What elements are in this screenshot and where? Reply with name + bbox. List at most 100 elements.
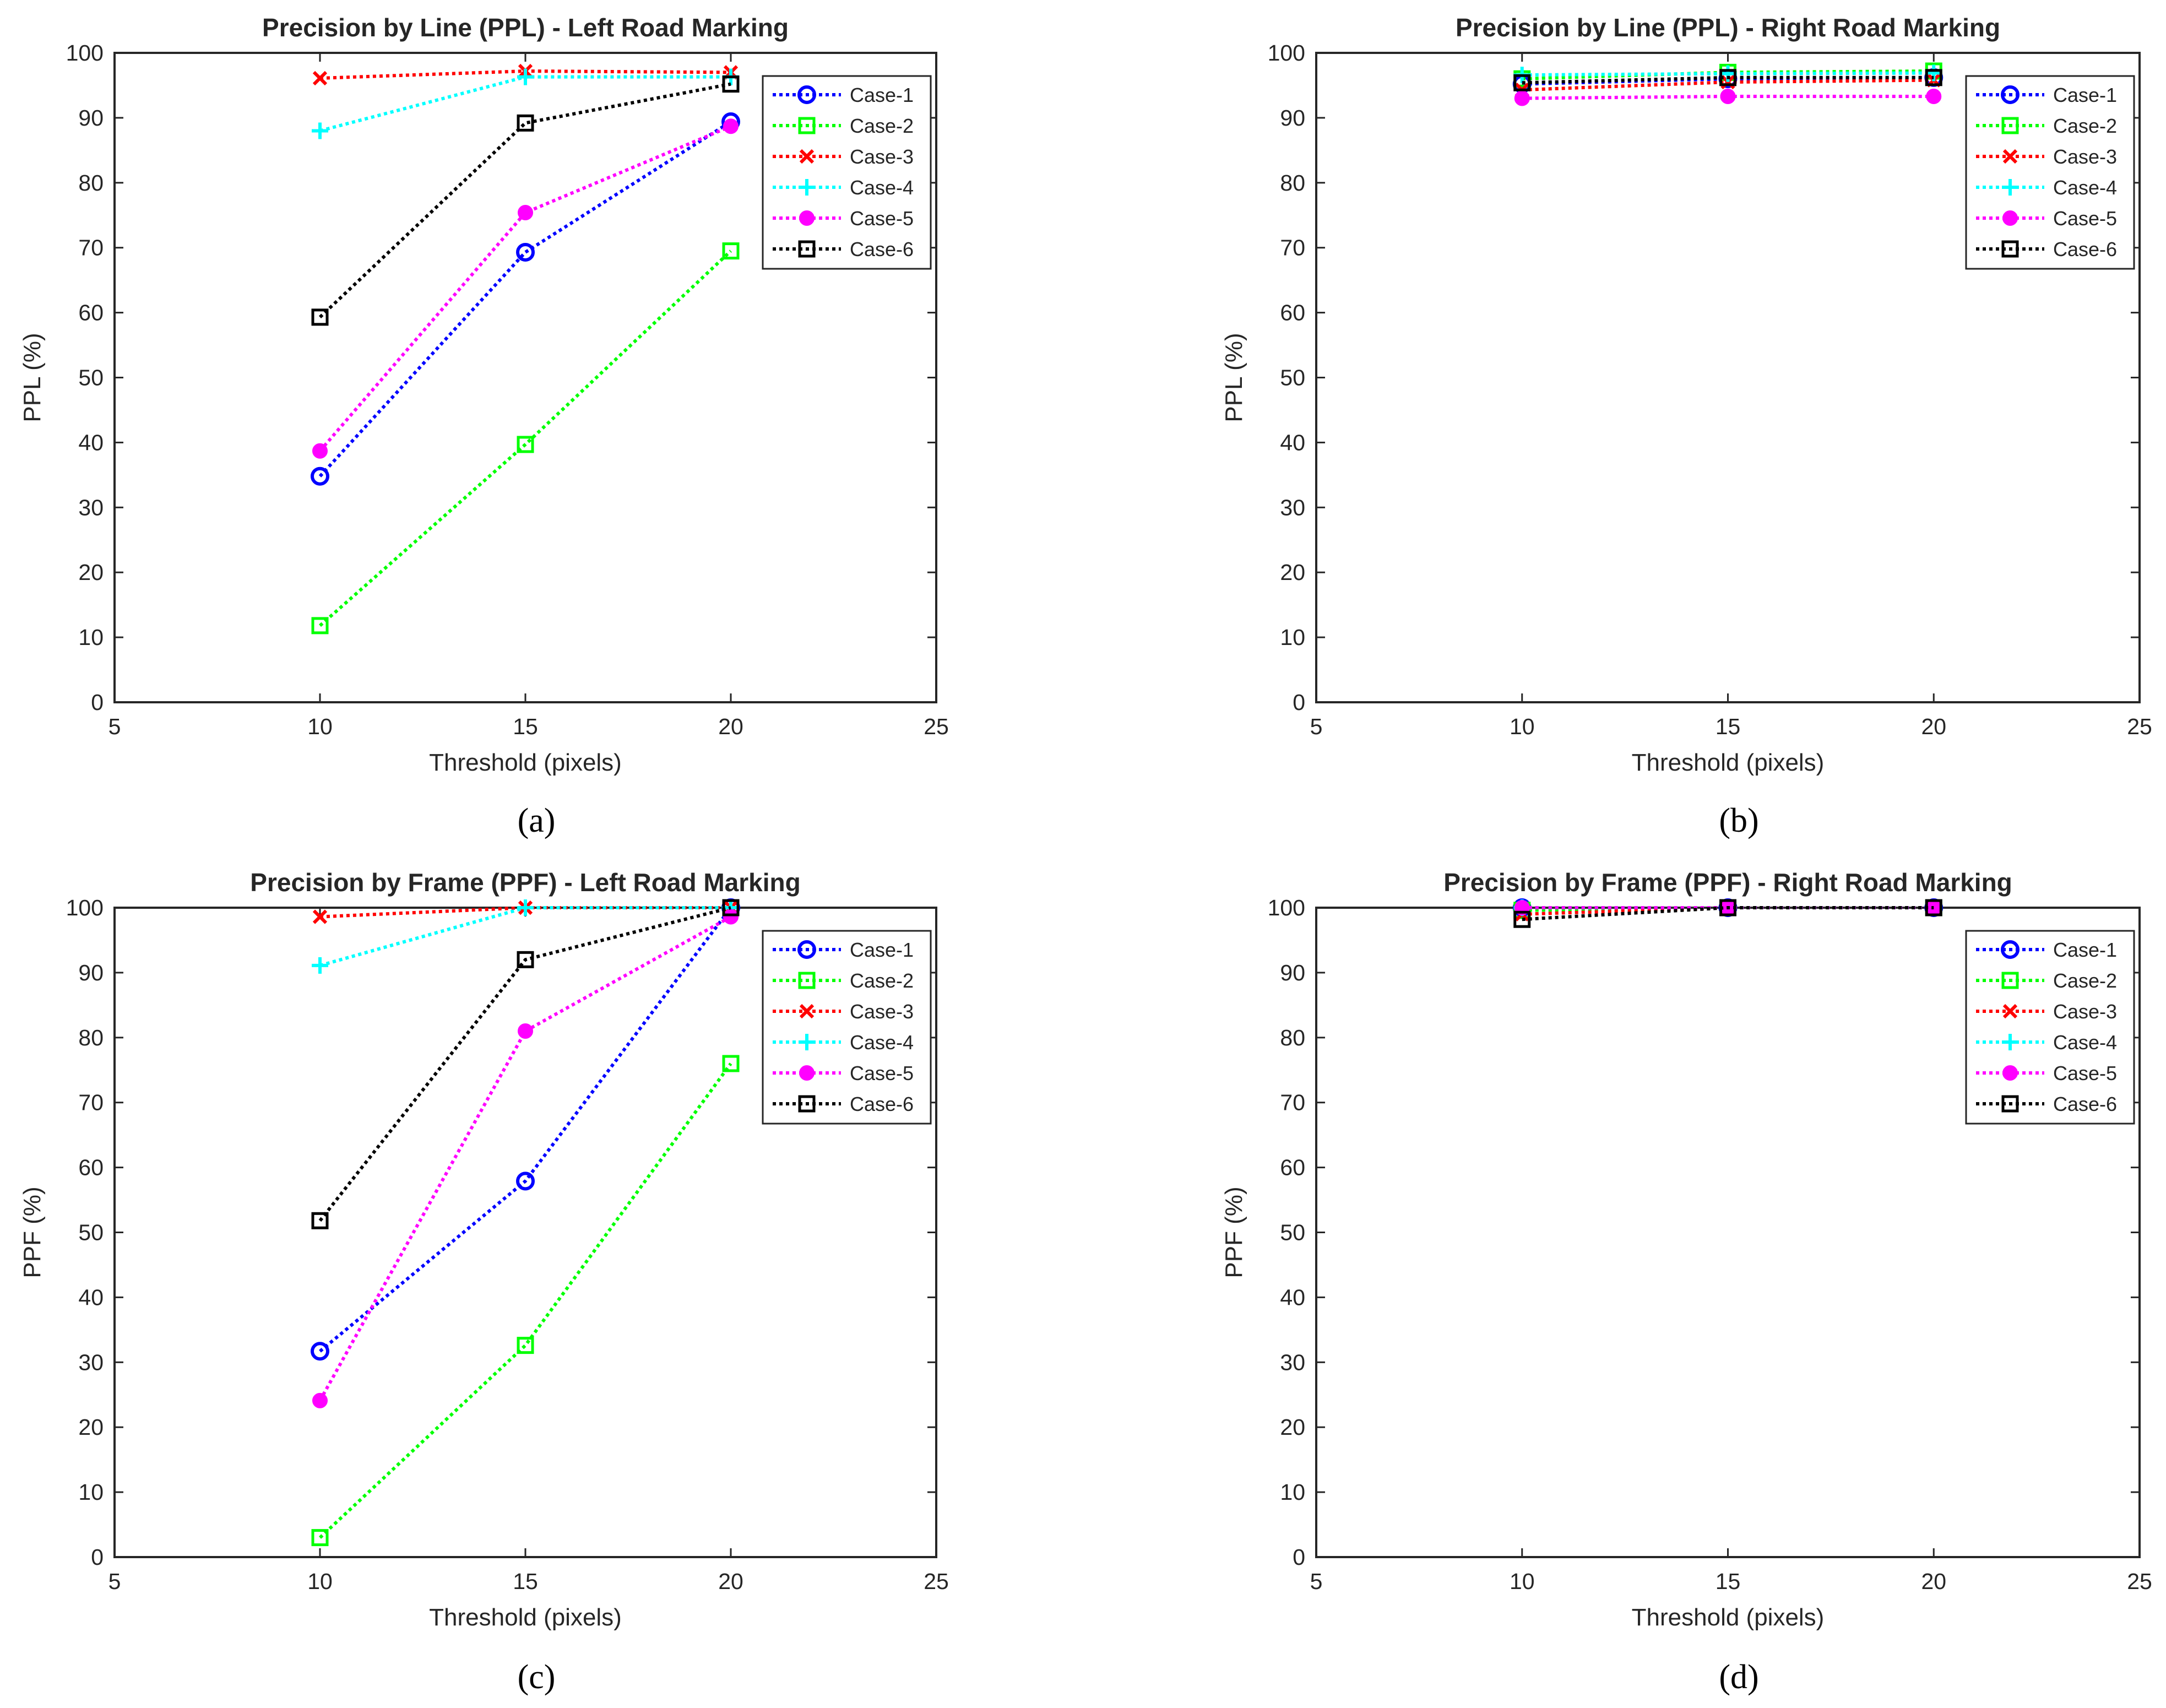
series-line [319, 250, 732, 627]
legend-item: Case-4 [773, 1031, 914, 1054]
data-point [312, 909, 328, 924]
legend-item: Case-2 [1976, 969, 2117, 992]
data-point [518, 1023, 533, 1039]
y-axis-label: PPF (%) [19, 1186, 46, 1278]
y-tick-label: 90 [78, 105, 104, 131]
chart-panel-a: 0 10 20 30 40 50 60 70 80 90 100 5 10 15 20 25 Precision… [19, 13, 949, 839]
legend-item: Case-1 [773, 84, 914, 106]
series-line [1522, 906, 1934, 921]
legend-marker [798, 1095, 816, 1113]
legend-marker [2001, 940, 2020, 959]
legend-marker [2002, 1004, 2018, 1019]
series-case-2 [311, 1055, 740, 1547]
x-axis-label: Threshold (pixels) [429, 1604, 622, 1631]
y-tick-label: 20 [78, 1414, 104, 1440]
series-line [318, 915, 732, 1402]
legend-label: Case-1 [850, 939, 914, 961]
legend-marker [799, 179, 815, 196]
legend-marker [798, 240, 816, 258]
x-tick-label: 5 [1310, 714, 1323, 739]
data-point [312, 443, 328, 459]
y-tick-label: 30 [1280, 495, 1305, 520]
legend-label: Case-1 [850, 84, 914, 106]
y-tick-label: 60 [1280, 300, 1305, 326]
data-point [516, 242, 535, 262]
chart-title: Precision by Frame (PPF) - Right Road Ma… [1443, 868, 2012, 897]
data-point [1719, 69, 1736, 86]
legend-item: Case-6 [1976, 1093, 2117, 1115]
chart-title: Precision by Frame (PPF) - Left Road Mar… [250, 868, 800, 897]
x-tick-label: 10 [1510, 714, 1535, 739]
y-tick-label: 50 [78, 365, 104, 391]
x-tick-label: 25 [924, 714, 949, 739]
y-tick-label: 10 [78, 1479, 104, 1505]
panel-caption: (b) [1719, 802, 1758, 839]
legend-item: Case-5 [773, 1062, 914, 1085]
x-axis-label: Threshold (pixels) [429, 749, 622, 776]
legend-marker [2002, 179, 2018, 196]
legend-item: Case-2 [1976, 115, 2117, 137]
x-tick-label: 5 [108, 714, 121, 739]
series-line [318, 82, 731, 319]
x-tick-label: 20 [1921, 1569, 1946, 1594]
x-tick-label: 25 [2127, 714, 2152, 739]
data-point [311, 617, 329, 635]
legend-label: Case-3 [2053, 1000, 2117, 1023]
legend-item: Case-4 [1976, 1031, 2117, 1054]
chart-panel-d: 0 10 20 30 40 50 60 70 80 90 100 5 10 15 20 25 Precision… [1220, 868, 2152, 1696]
series-case-6 [311, 899, 740, 1229]
y-tick-label: 50 [78, 1220, 104, 1245]
legend-marker [798, 117, 816, 134]
y-tick-label: 80 [1280, 1025, 1305, 1050]
legend-item: Case-3 [773, 1000, 914, 1023]
x-tick-label: 15 [513, 1569, 538, 1594]
data-point [1513, 74, 1531, 91]
data-point [312, 122, 328, 139]
series-line [319, 907, 732, 1353]
x-tick-label: 5 [1310, 1569, 1323, 1594]
y-tick-label: 20 [78, 560, 104, 585]
legend-label: Case-6 [850, 238, 914, 261]
data-point [517, 1337, 534, 1354]
data-point [517, 436, 534, 453]
legend-item: Case-1 [1976, 84, 2117, 106]
legend-marker [799, 1004, 815, 1019]
legend-label: Case-4 [850, 1031, 914, 1054]
y-tick-label: 100 [66, 895, 104, 920]
y-tick-label: 40 [78, 430, 104, 455]
series-case-5 [312, 909, 739, 1408]
legend-marker [2002, 1065, 2018, 1081]
legend-item: Case-1 [773, 939, 914, 961]
data-point [1926, 88, 1942, 104]
x-tick-label: 15 [1716, 1569, 1741, 1594]
legend-marker [2001, 1095, 2019, 1113]
series-line [318, 120, 732, 478]
legend-label: Case-1 [2053, 939, 2117, 961]
legend-item: Case-6 [773, 238, 914, 261]
y-tick-label: 0 [1293, 690, 1305, 715]
legend-label: Case-1 [2053, 84, 2117, 106]
legend-marker [2001, 117, 2019, 134]
x-tick-label: 20 [718, 714, 743, 739]
legend-marker [799, 1034, 815, 1050]
y-tick-label: 60 [78, 1155, 104, 1180]
legend-label: Case-3 [2053, 145, 2117, 168]
y-tick-label: 10 [1280, 625, 1305, 650]
series-line [318, 1062, 732, 1539]
data-point [1719, 899, 1736, 917]
legend-label: Case-4 [2053, 1031, 2117, 1054]
legend-label: Case-2 [850, 115, 914, 137]
y-tick-label: 90 [78, 960, 104, 985]
y-tick-label: 30 [78, 1349, 104, 1375]
data-point [517, 899, 534, 916]
series-case-5 [312, 118, 739, 459]
legend-marker [2001, 972, 2019, 989]
legend-marker [2001, 85, 2020, 104]
legend-label: Case-5 [850, 207, 914, 230]
series-case-6 [1513, 69, 1942, 91]
legend-label: Case-6 [850, 1093, 914, 1115]
x-tick-label: 20 [718, 1569, 743, 1594]
legend-item: Case-5 [1976, 207, 2117, 230]
legend-label: Case-3 [850, 1000, 914, 1023]
y-tick-label: 40 [1280, 1284, 1305, 1310]
